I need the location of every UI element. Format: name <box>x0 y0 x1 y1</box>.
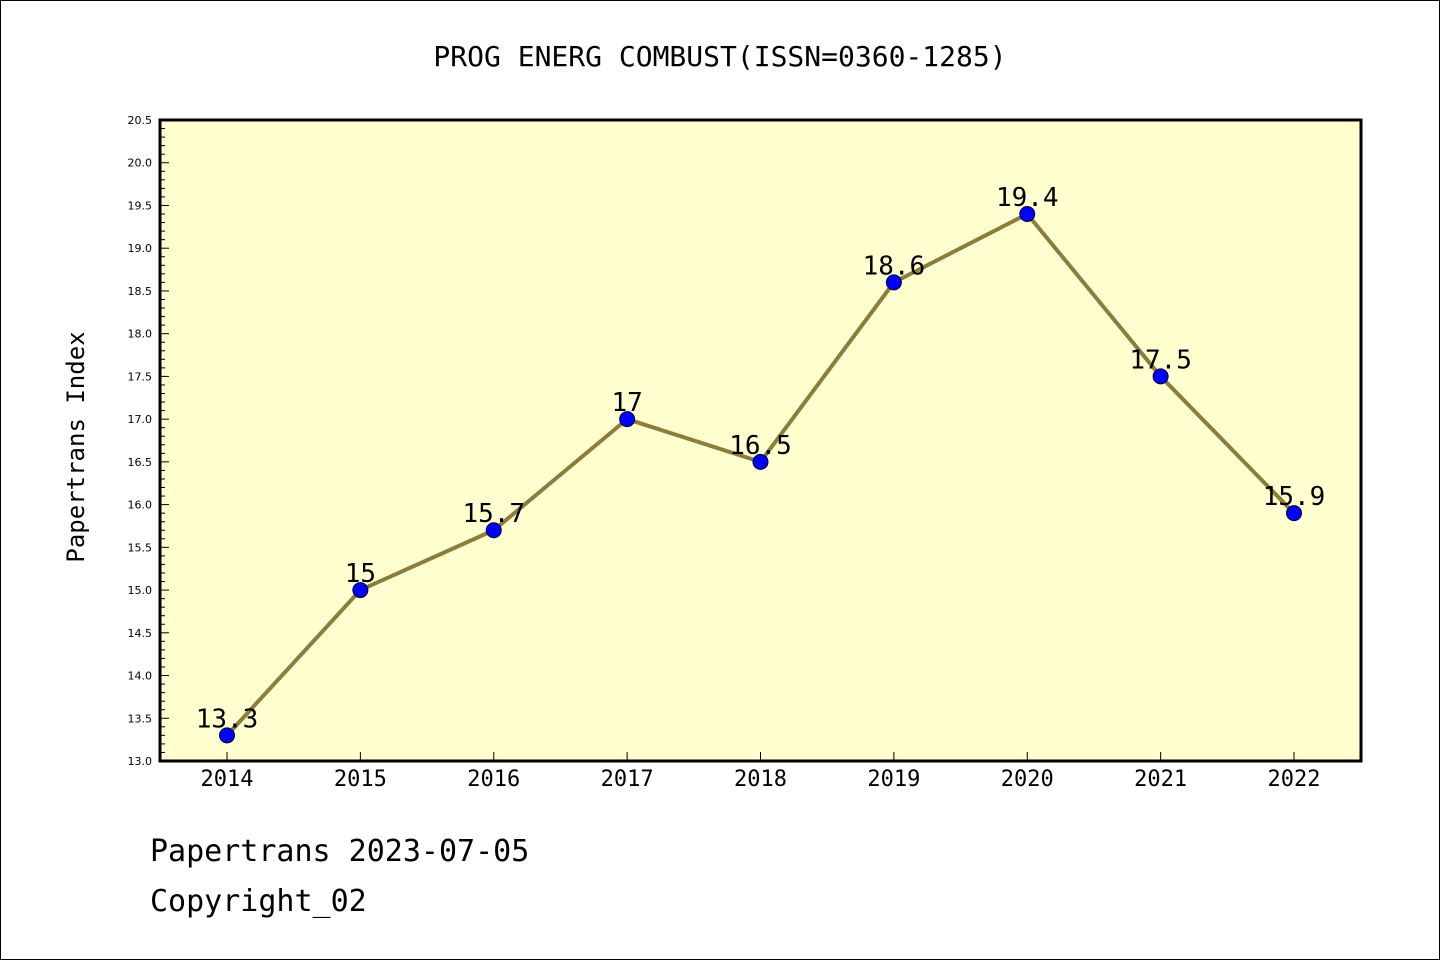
data-point-2017 <box>619 411 636 428</box>
data-point-2022 <box>1286 505 1302 522</box>
x-tick-label: 2021 <box>1134 767 1187 792</box>
x-tick-label: 2015 <box>334 767 387 792</box>
y-tick-label: 13.5 <box>128 712 153 725</box>
data-label-2018: 16.5 <box>729 431 792 461</box>
y-tick-label: 17.5 <box>128 370 153 383</box>
data-point-2015 <box>352 582 369 599</box>
data-label-2016: 15.7 <box>462 499 525 529</box>
x-tick-label: 2014 <box>201 767 254 792</box>
data-label-2014: 13.3 <box>196 704 259 734</box>
x-tick-label: 2019 <box>867 767 920 792</box>
plot-border <box>158 118 1363 763</box>
data-markers <box>219 206 1302 744</box>
x-tick-label: 2017 <box>601 767 654 792</box>
data-point-2019 <box>885 274 902 291</box>
y-tick-label: 18.5 <box>128 285 153 298</box>
y-tick-label: 14.5 <box>128 627 153 640</box>
chart-title: PROG ENERG COMBUST(ISSN=0360-1285) <box>433 40 1006 73</box>
data-labels: 13.3 15 15.7 17 16.5 18.6 19.4 17.5 15.9 <box>196 183 1326 734</box>
y-tick-label: 17.0 <box>128 413 153 426</box>
y-axis-tick-labels: 13.0 13.5 14.0 14.5 15.0 15.5 16.0 16.5 17.0 17.5… <box>128 114 153 768</box>
data-label-2017: 17 <box>611 388 642 418</box>
data-label-2020: 19.4 <box>996 183 1059 213</box>
data-label-2019: 18.6 <box>863 251 926 281</box>
y-tick-label: 20.0 <box>128 157 153 170</box>
y-tick-label: 15.0 <box>128 584 153 597</box>
x-tick-label: 2016 <box>467 767 520 792</box>
x-tick-label: 2018 <box>734 767 787 792</box>
x-tick-label: 2020 <box>1001 767 1054 792</box>
data-point-2014 <box>219 727 235 744</box>
footer-copyright: Copyright_02 <box>150 884 367 919</box>
data-point-2016 <box>485 522 502 539</box>
y-tick-label: 19.0 <box>128 242 153 255</box>
y-tick-label: 20.5 <box>128 114 153 127</box>
y-tick-label: 14.0 <box>128 670 153 683</box>
y-tick-label: 15.5 <box>128 541 153 554</box>
data-point-2021 <box>1152 368 1169 385</box>
x-tick-label: 2022 <box>1268 767 1321 792</box>
data-label-2021: 17.5 <box>1129 345 1192 375</box>
data-point-2020 <box>1019 206 1036 223</box>
y-tick-label: 16.0 <box>128 499 153 512</box>
footer-date: Papertrans 2023-07-05 <box>150 834 530 869</box>
y-tick-label: 19.5 <box>128 199 153 212</box>
plot-area <box>160 120 1361 761</box>
data-label-2022: 15.9 <box>1263 482 1326 512</box>
y-tick-label: 18.0 <box>128 328 153 341</box>
y-tick-label: 13.0 <box>128 755 153 768</box>
y-tick-label: 16.5 <box>128 456 153 469</box>
data-label-2015: 15 <box>345 559 376 589</box>
y-axis-label: Papertrans Index <box>62 331 90 562</box>
data-point-2018 <box>752 453 769 470</box>
x-axis-tick-labels: 2014 2015 2016 2017 2018 2019 2020 2021 2022 <box>201 767 1321 792</box>
